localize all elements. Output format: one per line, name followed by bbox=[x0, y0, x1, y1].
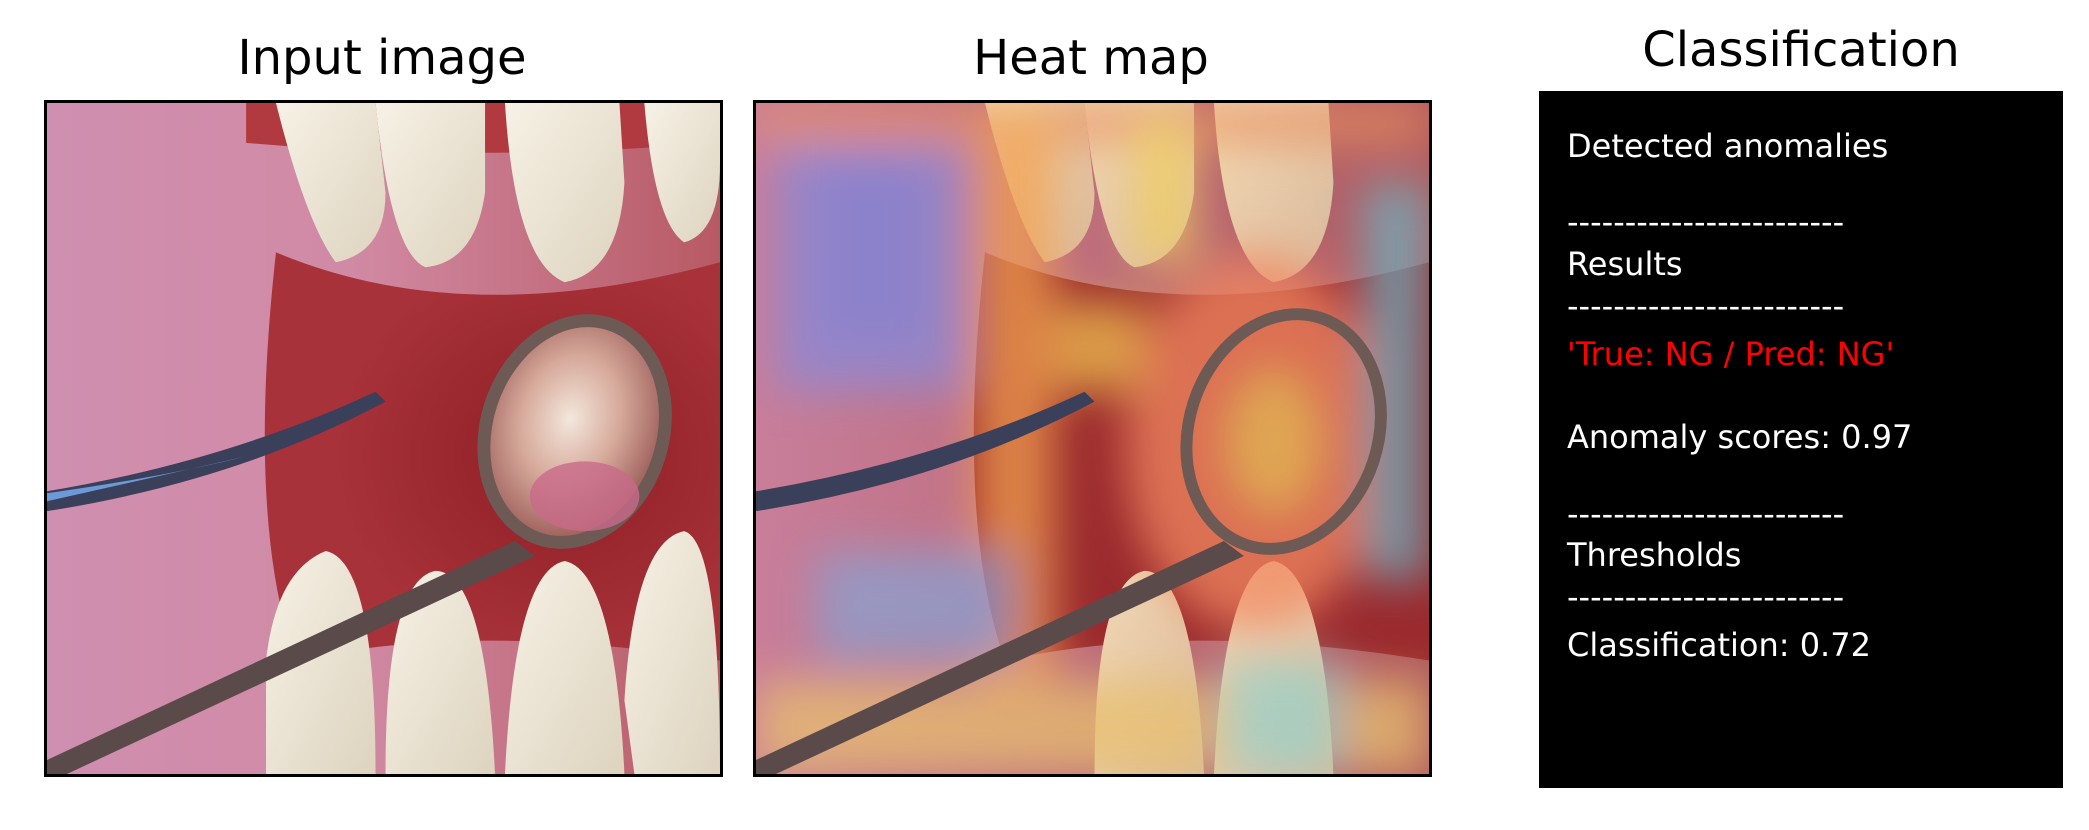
classification-title: Classification bbox=[1642, 22, 1960, 78]
separator-line: ------------------------ bbox=[1567, 203, 1845, 241]
separator-line: ------------------------ bbox=[1567, 578, 1845, 616]
heat-map-overlay bbox=[756, 103, 1429, 774]
detected-anomalies-heading: Detected anomalies bbox=[1567, 127, 1889, 165]
anomaly-score-text: Anomaly scores: 0.97 bbox=[1567, 418, 1913, 456]
heat-map-title: Heat map bbox=[973, 30, 1209, 86]
results-heading: Results bbox=[1567, 245, 1683, 283]
classification-threshold-text: Classification: 0.72 bbox=[1567, 626, 1871, 664]
thresholds-heading: Thresholds bbox=[1567, 536, 1742, 574]
dental-mirror-photo bbox=[47, 103, 720, 774]
separator-line: ------------------------ bbox=[1567, 287, 1845, 325]
heat-map-panel bbox=[753, 100, 1432, 777]
classification-panel: Detected anomalies ---------------------… bbox=[1539, 91, 2063, 788]
input-image-title: Input image bbox=[237, 30, 527, 86]
verdict-text: 'True: NG / Pred: NG' bbox=[1567, 335, 1895, 373]
separator-line: ------------------------ bbox=[1567, 495, 1845, 533]
input-image-panel bbox=[44, 100, 723, 777]
